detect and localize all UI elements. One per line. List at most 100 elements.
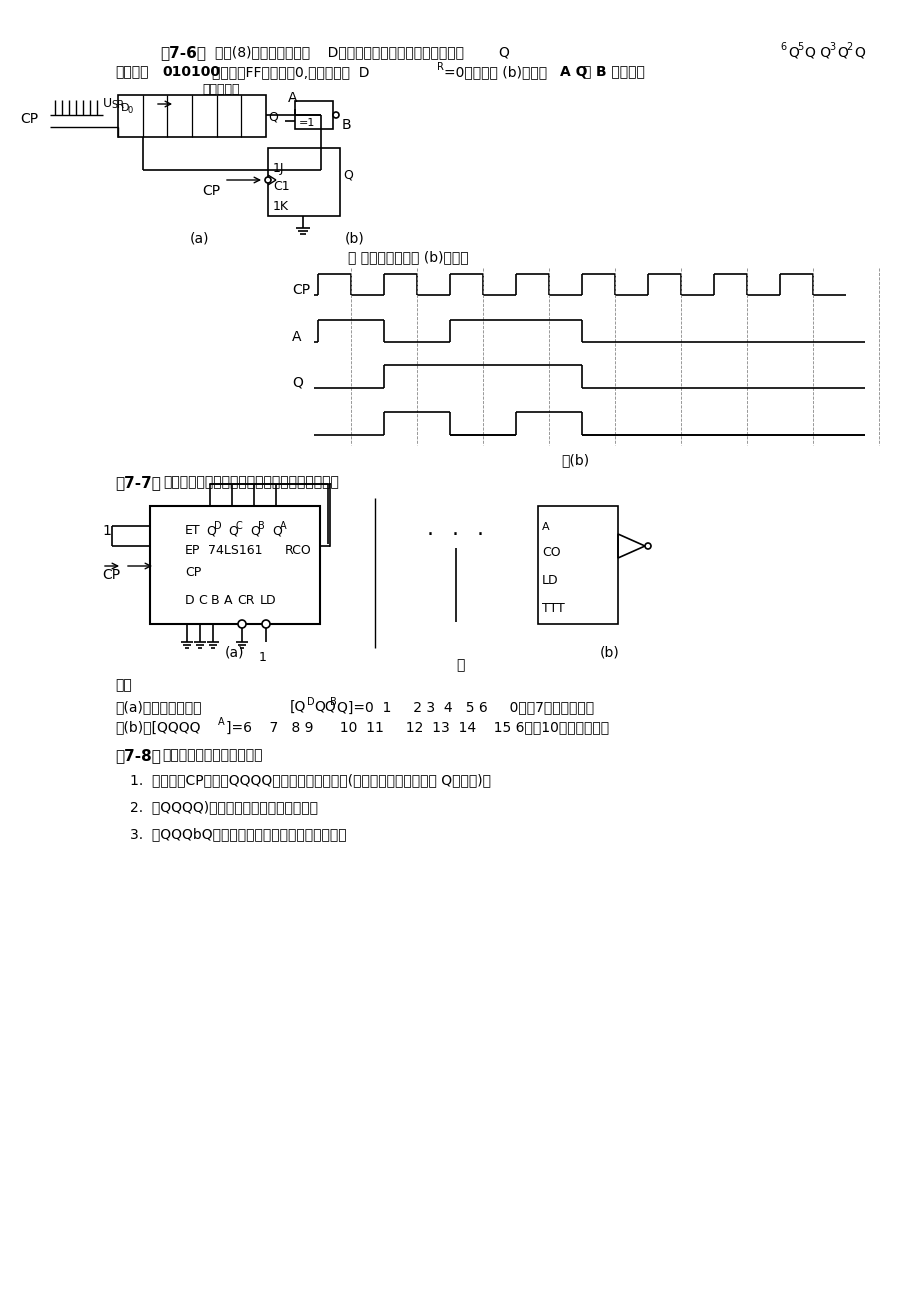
Text: 1: 1	[102, 524, 111, 539]
Text: 1K: 1K	[273, 200, 289, 213]
Text: 1J: 1J	[273, 163, 284, 176]
Circle shape	[262, 621, 269, 628]
Text: 5: 5	[796, 42, 802, 52]
Text: EP: EP	[185, 544, 200, 557]
Text: Q: Q	[206, 524, 216, 537]
Text: 0: 0	[128, 105, 133, 114]
Text: =1: =1	[299, 118, 315, 127]
Text: QQ: QQ	[313, 700, 335, 714]
Text: C1: C1	[273, 180, 289, 193]
Text: R: R	[437, 62, 443, 72]
Text: 2: 2	[845, 42, 851, 52]
Text: A: A	[291, 330, 301, 343]
Text: (a): (a)	[225, 645, 244, 660]
Text: A: A	[541, 522, 549, 532]
Text: 解：: 解：	[115, 678, 131, 692]
Text: D: D	[121, 103, 130, 113]
Text: A: A	[223, 595, 233, 608]
Text: ]=6    7   8 9      10  11     12  13  14    15 6，是10进制计数器；: ]=6 7 8 9 10 11 12 13 14 15 6，是10进制计数器；	[226, 719, 608, 734]
Text: 图(a)，状态转换顺序: 图(a)，状态转换顺序	[115, 700, 201, 714]
Text: 图(b)，[QQQQ: 图(b)，[QQQQ	[115, 719, 200, 734]
Text: TTT: TTT	[541, 602, 564, 615]
Text: 图: 图	[455, 658, 464, 673]
Text: 1: 1	[259, 650, 267, 664]
Text: LD: LD	[541, 574, 558, 587]
Text: CP: CP	[102, 569, 120, 582]
Text: B: B	[210, 595, 220, 608]
Text: 010100: 010100	[162, 65, 220, 79]
Text: D: D	[307, 697, 314, 706]
Text: ·: ·	[476, 526, 483, 545]
Text: 及: 及	[582, 65, 590, 79]
Circle shape	[644, 543, 651, 549]
Text: 在图(8)所示电路中，由    D触发器构成的六位移位寄存器输出        Q: 在图(8)所示电路中，由 D触发器构成的六位移位寄存器输出 Q	[215, 46, 509, 59]
Text: (b): (b)	[599, 645, 619, 660]
Text: A: A	[279, 520, 287, 531]
Text: (b): (b)	[345, 232, 365, 246]
Text: 的波形。: 的波形。	[607, 65, 644, 79]
Text: =0。请在图 (b)中画出: =0。请在图 (b)中画出	[444, 65, 547, 79]
Text: 74LS161: 74LS161	[208, 544, 262, 557]
Text: 3: 3	[828, 42, 834, 52]
Text: B: B	[330, 697, 336, 706]
Text: CP: CP	[185, 566, 201, 579]
Text: C: C	[236, 520, 243, 531]
Text: Q: Q	[836, 46, 847, 59]
Text: Q: Q	[853, 46, 864, 59]
Text: CR: CR	[237, 595, 255, 608]
Text: ·: ·	[426, 526, 433, 545]
Text: CP: CP	[291, 284, 310, 297]
Bar	[295, 101, 333, 129]
Text: CP: CP	[20, 112, 38, 126]
Text: 6: 6	[779, 42, 785, 52]
Text: 的初态为: 的初态为	[115, 65, 148, 79]
Text: 3.  按QQQbQ顺序电路给出的编码又是什么样的？: 3. 按QQQbQ顺序电路给出的编码又是什么样的？	[130, 827, 346, 840]
Text: Q: Q	[272, 524, 281, 537]
Text: SR: SR	[111, 100, 124, 111]
Bar	[267, 148, 340, 216]
Text: D: D	[214, 520, 221, 531]
Text: A Q: A Q	[560, 65, 587, 79]
Text: 分析图所示电路，说明它们是多少进制计数器？: 分析图所示电路，说明它们是多少进制计数器？	[163, 475, 338, 489]
Text: ET: ET	[185, 524, 200, 537]
Text: B: B	[596, 65, 606, 79]
Text: A: A	[218, 717, 224, 727]
Text: A: A	[288, 91, 297, 105]
Text: 分析图所示电路的工作过程: 分析图所示电路的工作过程	[162, 748, 262, 762]
Text: RCO: RCO	[285, 544, 312, 557]
Text: Q: Q	[267, 111, 278, 124]
Text: B: B	[342, 118, 351, 131]
Text: LD: LD	[260, 595, 277, 608]
Circle shape	[333, 112, 338, 118]
Bar	[118, 95, 266, 137]
Text: ，触发器FF的初态为0,串行输入端  D: ，触发器FF的初态为0,串行输入端 D	[211, 65, 369, 79]
Text: 图(b): 图(b)	[561, 453, 588, 467]
Bar	[150, 506, 320, 624]
Text: C: C	[198, 595, 207, 608]
Text: (a): (a)	[190, 232, 210, 246]
Text: Q Q: Q Q	[804, 46, 830, 59]
Text: Q: Q	[343, 168, 353, 181]
Text: 2.  按QQQQ)顺序电路给出的是什么编码？: 2. 按QQQQ)顺序电路给出的是什么编码？	[130, 800, 318, 814]
Text: D: D	[185, 595, 195, 608]
Text: Q: Q	[291, 375, 302, 389]
Text: Q: Q	[788, 46, 798, 59]
Text: B: B	[257, 520, 265, 531]
Text: Q: Q	[228, 524, 238, 537]
Text: 【7-8】: 【7-8】	[115, 748, 161, 762]
Text: 移位寄存器: 移位寄存器	[202, 83, 239, 96]
Text: CP: CP	[202, 183, 220, 198]
Text: ·: ·	[451, 526, 458, 545]
Text: 【7-6】: 【7-6】	[160, 46, 206, 60]
Text: CO: CO	[541, 546, 560, 559]
Text: Q]=0  1     2 3  4   5 6     0，是7进制计数器；: Q]=0 1 2 3 4 5 6 0，是7进制计数器；	[336, 700, 594, 714]
Text: 【7-7】: 【7-7】	[115, 475, 161, 490]
Text: U: U	[103, 98, 112, 111]
Circle shape	[265, 177, 271, 183]
Text: [Q: [Q	[289, 700, 306, 714]
Text: 图 解：波形图如图 (b)所示。: 图 解：波形图如图 (b)所示。	[347, 250, 468, 264]
Bar	[538, 506, 618, 624]
Circle shape	[238, 621, 245, 628]
Text: 1.  画出对应CP的输出QQQQ的波形和状态转换图(采用二进制码的形式、 Q为高位)。: 1. 画出对应CP的输出QQQQ的波形和状态转换图(采用二进制码的形式、 Q为高…	[130, 773, 491, 787]
Text: Q: Q	[250, 524, 259, 537]
